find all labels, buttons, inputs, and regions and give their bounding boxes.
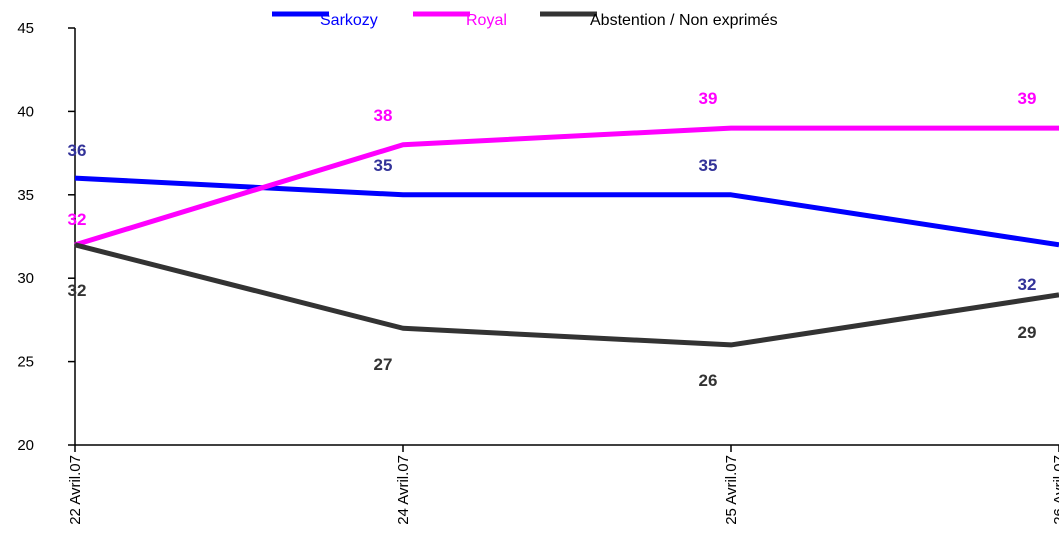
y-tick-label: 35	[17, 187, 34, 204]
y-tick-label: 20	[17, 437, 34, 454]
legend-label: Royal	[466, 12, 507, 29]
data-label: 29	[1018, 323, 1037, 342]
x-tick-label: 22 Avril.07	[67, 455, 84, 525]
y-tick-label: 25	[17, 354, 34, 371]
series-line-0	[74, 175, 1059, 248]
data-label: 39	[1018, 89, 1037, 108]
data-label: 38	[374, 106, 393, 125]
data-label: 35	[374, 156, 393, 175]
data-label: 32	[1018, 275, 1037, 294]
data-labels: 36 35 35 32 32 38 39 39 32 27 26 29	[68, 89, 1037, 390]
y-ticks: 20 25 30 35 40 45	[17, 20, 75, 454]
series-line-1	[74, 125, 1059, 248]
data-label: 26	[699, 371, 718, 390]
data-label: 39	[699, 89, 718, 108]
data-label: 27	[374, 355, 393, 374]
data-label: 32	[68, 281, 87, 300]
x-tick-label: 26 Avril.07	[1051, 455, 1059, 525]
x-tick-label: 24 Avril.07	[395, 455, 412, 525]
axes	[74, 28, 1059, 446]
x-ticks: 22 Avril.07 24 Avril.07 25 Avril.07 26 Avri…	[67, 445, 1059, 525]
data-label: 36	[68, 141, 87, 160]
legend-label: Sarkozy	[320, 12, 378, 29]
y-tick-label: 45	[17, 20, 34, 37]
series-line-2	[74, 242, 1059, 348]
series-lines	[74, 125, 1059, 348]
legend: Sarkozy Royal Abstention / Non exprimés	[272, 11, 778, 29]
y-tick-label: 40	[17, 103, 34, 120]
data-label: 32	[68, 210, 87, 229]
data-label: 35	[699, 156, 718, 175]
y-tick-label: 30	[17, 270, 34, 287]
x-tick-label: 25 Avril.07	[723, 455, 740, 525]
legend-label: Abstention / Non exprimés	[590, 12, 778, 29]
